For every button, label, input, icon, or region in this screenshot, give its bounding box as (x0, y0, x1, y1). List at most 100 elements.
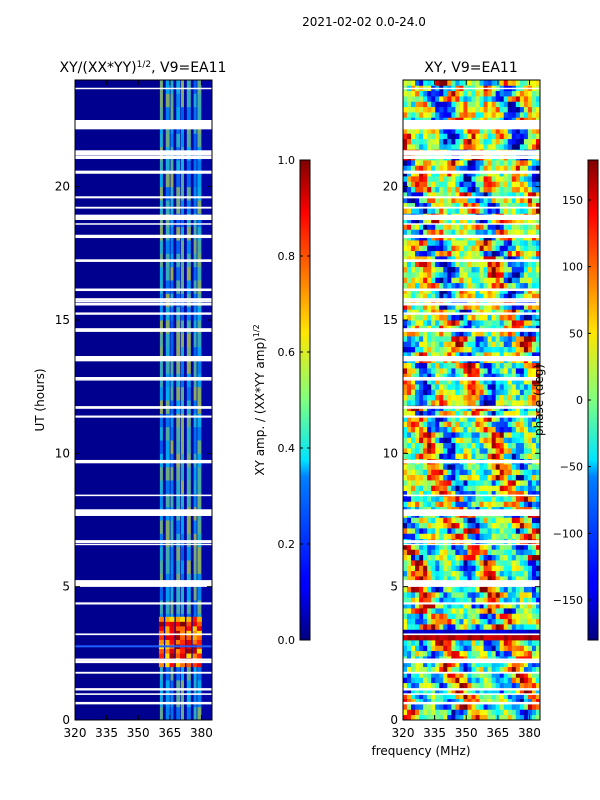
phase-cell (483, 138, 489, 145)
phase-cell (491, 426, 497, 433)
amp-channel-cell (193, 693, 197, 708)
phase-cell (527, 410, 533, 417)
phase-cell (439, 410, 444, 417)
phase-cell (419, 640, 424, 646)
phase-cell (443, 688, 448, 694)
phase-cell (427, 336, 432, 342)
phase-cell (415, 192, 420, 198)
phase-cell (503, 176, 509, 182)
amp-channel-cell (176, 426, 181, 441)
amp-channel-cell (180, 133, 184, 148)
phase-cell (535, 570, 540, 577)
phase-cell (527, 106, 533, 113)
phase-cell (499, 208, 505, 214)
phase-cell (431, 304, 436, 310)
phase-cell (503, 240, 509, 246)
phase-cell (523, 645, 529, 652)
phase-cell (463, 96, 468, 102)
phase-cell (459, 709, 464, 716)
phase-cell (459, 682, 464, 689)
phase-cell (527, 240, 533, 246)
phase-cell (447, 293, 452, 300)
phase-cell (467, 517, 472, 524)
phase-cell (519, 474, 525, 481)
phase-cell (487, 480, 493, 486)
phase-cell (511, 197, 517, 204)
phase-cell (467, 330, 472, 337)
amp-channel-cell (186, 586, 191, 601)
phase-cell (459, 608, 464, 614)
amp-high-cell (192, 648, 198, 654)
amp-channel-cell (165, 480, 170, 494)
phase-cell (507, 570, 513, 577)
phase-cell (455, 309, 460, 316)
phase-cell (419, 106, 424, 113)
phase-cell (515, 613, 521, 620)
phase-cell (439, 368, 444, 374)
phase-cell (443, 496, 448, 502)
phase-cell (455, 256, 460, 262)
phase-cell (499, 346, 505, 353)
phase-cell (491, 480, 497, 486)
amp-channel-cell (159, 426, 163, 441)
amp-channel-cell (193, 320, 197, 334)
phase-cell (443, 426, 448, 433)
phase-cell (503, 682, 509, 689)
data-gap-row (75, 151, 212, 156)
phase-cell (495, 272, 501, 278)
phase-cell (499, 197, 505, 204)
phase-cell (419, 522, 424, 529)
phase-cell (503, 336, 509, 342)
phase-cell (511, 160, 517, 166)
phase-cell (419, 256, 424, 262)
phase-cell (507, 490, 513, 497)
phase-cell (463, 250, 468, 257)
phase-cell (507, 672, 513, 678)
amp-channel-cell (193, 333, 197, 348)
phase-cell (475, 96, 480, 102)
phase-cell (519, 549, 525, 556)
data-gap-row (75, 671, 212, 674)
phase-cell (519, 293, 525, 300)
phase-cell (495, 176, 501, 182)
data-gap-row (403, 223, 540, 225)
phase-cell (479, 677, 484, 684)
phase-cell (487, 645, 493, 652)
data-gap-row (403, 377, 540, 380)
phase-cell (511, 330, 517, 337)
phase-cell (431, 453, 436, 460)
phase-cell (423, 394, 428, 401)
phase-cell (523, 522, 529, 529)
phase-cell (435, 256, 440, 262)
phase-cell (475, 181, 480, 188)
phase-cell (415, 533, 420, 540)
phase-cell (519, 528, 525, 534)
phase-cell (447, 634, 452, 641)
phase-cell (515, 160, 521, 166)
data-gap-row (75, 509, 212, 512)
phase-cell (459, 224, 464, 230)
phase-cell (475, 634, 480, 641)
phase-cell (439, 698, 444, 705)
phase-cell (443, 693, 448, 700)
phase-cell (403, 80, 408, 86)
phase-cell (503, 144, 509, 150)
phase-cell (495, 682, 501, 689)
phase-cell (515, 592, 521, 598)
phase-cell (411, 384, 416, 390)
phase-cell (487, 314, 493, 321)
phase-cell (519, 165, 525, 172)
phase-cell (463, 128, 468, 134)
phase-cell (443, 490, 448, 497)
phase-cell (499, 672, 505, 678)
phase-cell (411, 421, 416, 428)
phase-cell (415, 453, 420, 460)
phase-cell (503, 560, 509, 566)
phase-cell (527, 640, 533, 646)
phase-cell (531, 389, 537, 396)
phase-cell (515, 464, 521, 470)
phase-cell (423, 160, 428, 166)
phase-cell (443, 640, 448, 646)
phase-cell (475, 709, 480, 716)
phase-cell (471, 544, 476, 550)
